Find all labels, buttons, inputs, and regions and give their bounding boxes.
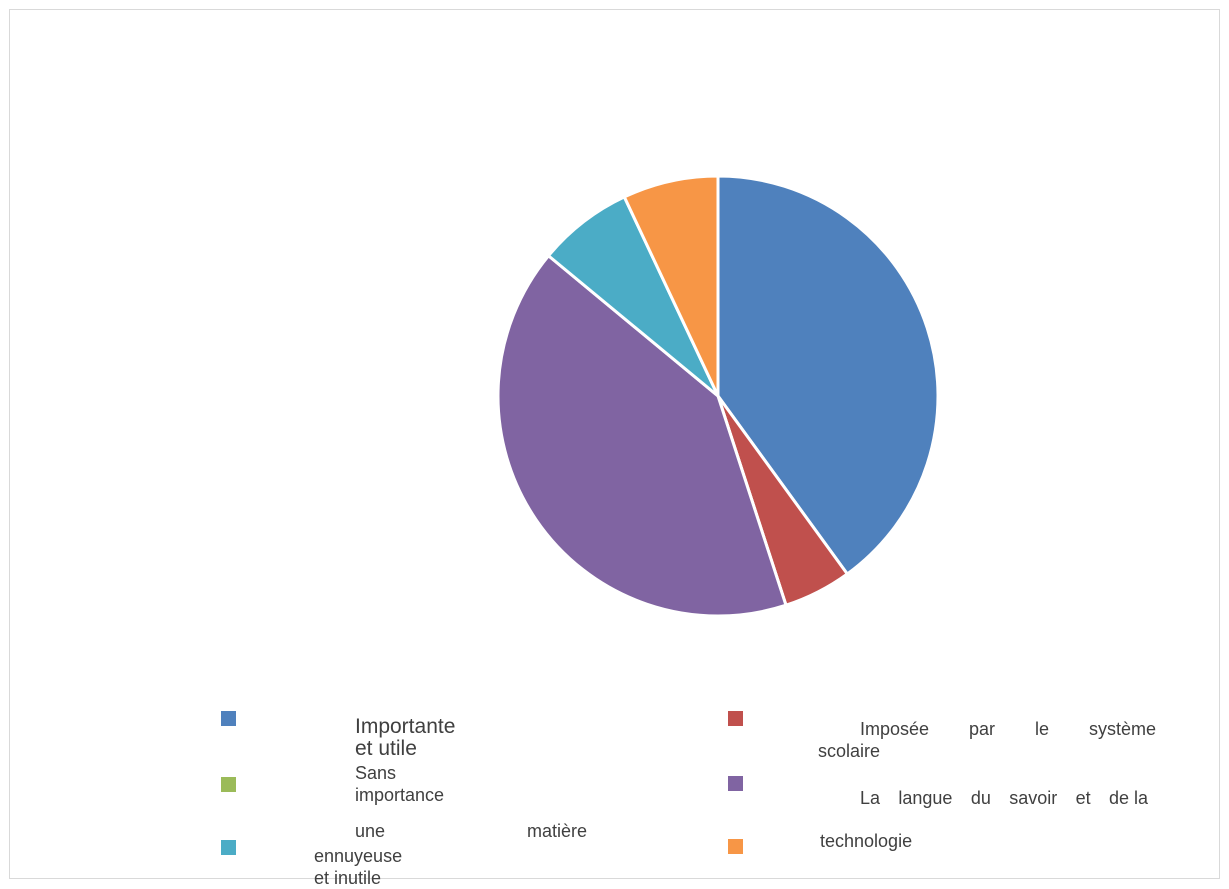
legend-swatch-langue bbox=[728, 776, 743, 791]
legend-word: le bbox=[1034, 719, 1049, 739]
legend-word: matière bbox=[526, 821, 587, 841]
legend-word: langue bbox=[898, 788, 953, 808]
legend-word: du bbox=[970, 788, 991, 808]
legend-label-importante: Importante et utile bbox=[355, 715, 456, 760]
pie-slice-5 bbox=[622, 174, 720, 398]
legend-word: par bbox=[969, 719, 996, 739]
legend-label-matiere-line1: une matière bbox=[355, 820, 587, 842]
legend-label-sans-importance: Sans importance bbox=[355, 763, 445, 805]
legend-word: savoir bbox=[1009, 788, 1058, 808]
legend-word: La bbox=[860, 788, 881, 808]
pie-slices bbox=[496, 174, 940, 618]
legend-label-langue: La langue du savoir et de la bbox=[860, 787, 1148, 809]
legend-label-technologie: technologie bbox=[820, 831, 913, 851]
legend-swatch-importante bbox=[221, 711, 236, 726]
legend-swatch-sans-importance bbox=[221, 777, 236, 792]
legend-label-imposee-line2: scolaire bbox=[818, 741, 881, 761]
legend-word: Imposée bbox=[860, 719, 930, 739]
legend-word: une bbox=[355, 821, 386, 841]
pie-slice-0 bbox=[716, 174, 940, 576]
legend-swatch-technologie bbox=[728, 839, 743, 854]
legend-label-matiere-line2: ennuyeuse et inutile bbox=[314, 846, 403, 888]
legend-swatch-matiere bbox=[221, 840, 236, 855]
legend-word: système bbox=[1088, 719, 1156, 739]
legend-swatch-imposee bbox=[728, 711, 743, 726]
legend-word: de la bbox=[1108, 788, 1148, 808]
legend-label-imposee-line1: Imposée par le système bbox=[860, 718, 1156, 740]
pie-slice-3 bbox=[496, 254, 788, 618]
legend-word: et bbox=[1075, 788, 1091, 808]
